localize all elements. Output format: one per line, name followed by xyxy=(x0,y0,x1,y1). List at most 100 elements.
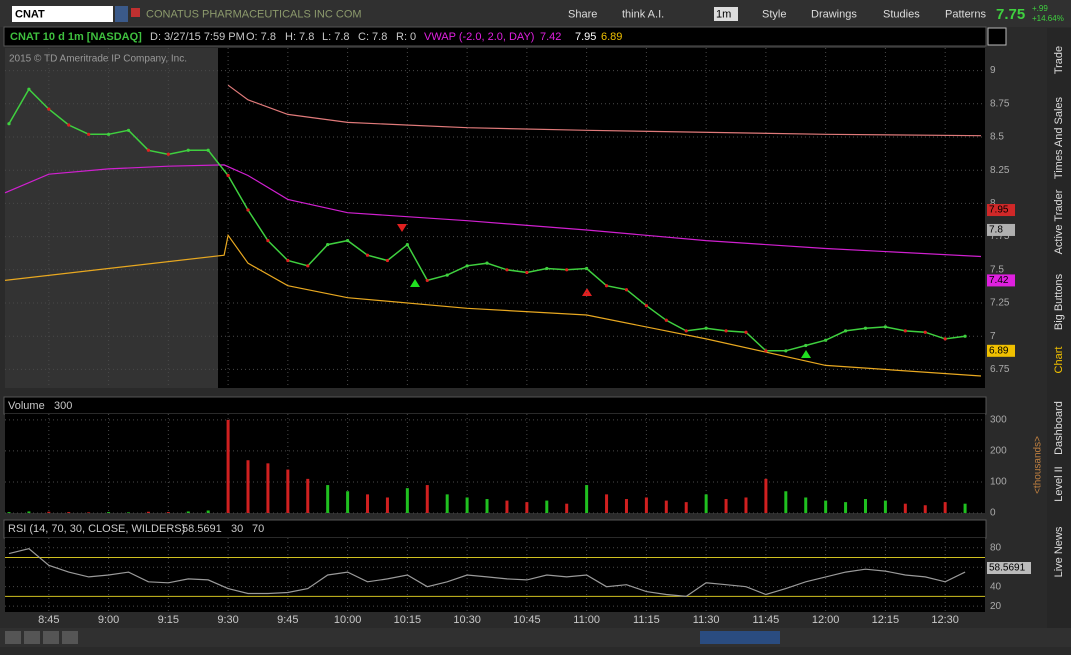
volume-bar xyxy=(405,488,409,513)
y-tick-label: 9 xyxy=(990,65,996,76)
signal-arrow xyxy=(801,350,811,358)
link-icon[interactable] xyxy=(131,8,140,17)
price-point xyxy=(326,242,330,247)
price-point xyxy=(664,318,668,322)
volume-bar xyxy=(67,512,71,513)
side-tab[interactable]: Trade xyxy=(1053,46,1065,74)
volume-bar xyxy=(744,497,748,513)
price-point xyxy=(545,266,549,271)
side-tab[interactable]: Chart xyxy=(1053,347,1065,374)
price-point xyxy=(266,238,270,243)
last-price: 7.75 xyxy=(996,6,1025,23)
rsi-title: RSI (14, 70, 30, CLOSE, WILDERS) xyxy=(8,523,185,535)
price-point xyxy=(744,330,748,334)
price-marker-label: 6.89 xyxy=(989,345,1009,356)
toolbar-button[interactable]: Share xyxy=(568,8,597,20)
side-tab[interactable]: Level II xyxy=(1053,466,1065,501)
vwap-band xyxy=(227,84,982,137)
company-name: CONATUS PHARMACEUTICALS INC COM xyxy=(146,8,362,20)
study-value: 7.42 xyxy=(540,31,561,43)
x-tick-label: 10:45 xyxy=(513,614,541,626)
zoom-button[interactable] xyxy=(5,631,21,644)
y-tick-label: 7.25 xyxy=(990,298,1010,309)
x-tick-label: 9:45 xyxy=(277,614,298,626)
price-point xyxy=(146,148,151,152)
volume-bar xyxy=(804,497,808,513)
volume-bar xyxy=(585,485,589,513)
x-tick-label: 12:00 xyxy=(812,614,840,626)
volume-bar xyxy=(306,478,310,513)
x-tick-label: 9:00 xyxy=(98,614,119,626)
price-point xyxy=(724,329,728,333)
chart-settings[interactable] xyxy=(987,27,1007,46)
price-point xyxy=(365,253,370,257)
price-point xyxy=(784,349,788,353)
volume-bar xyxy=(246,460,250,513)
price-point xyxy=(306,264,310,268)
x-tick-label: 12:15 xyxy=(872,614,900,626)
zoom-out[interactable] xyxy=(43,631,59,644)
price-point xyxy=(106,132,111,136)
volume-bar xyxy=(326,485,330,513)
y-tick-label: 7.5 xyxy=(990,264,1004,275)
toolbar-button[interactable]: Drawings xyxy=(811,8,857,20)
volume-bar xyxy=(545,500,549,513)
price-point xyxy=(166,152,170,156)
signal-arrow xyxy=(397,224,407,232)
x-tick-label: 9:15 xyxy=(158,614,179,626)
price-marker-label: 7.95 xyxy=(989,205,1009,216)
price-point xyxy=(286,258,290,263)
side-tab[interactable]: Live News xyxy=(1053,526,1065,577)
y-tick-label: 6.75 xyxy=(990,364,1010,375)
y-tick-label: 8.5 xyxy=(990,132,1004,143)
vwap-band xyxy=(4,164,982,258)
x-tick-label: 10:15 xyxy=(394,614,422,626)
price-point xyxy=(923,330,927,334)
scrollbar-thumb[interactable] xyxy=(700,631,780,644)
symbol[interactable]: CNAT xyxy=(15,8,45,20)
price-point xyxy=(425,278,429,283)
price-point xyxy=(624,288,629,292)
high: H: 7.8 xyxy=(285,31,314,43)
side-tab[interactable]: Big Buttons xyxy=(1053,273,1065,330)
side-tab[interactable]: Dashboard xyxy=(1053,401,1065,455)
x-tick-label: 11:15 xyxy=(633,614,660,626)
volume-bar xyxy=(485,499,489,513)
price-point xyxy=(226,173,230,178)
price-point xyxy=(644,304,648,308)
price-point xyxy=(126,128,131,132)
side-tabs xyxy=(1047,28,1071,628)
toolbar-button[interactable]: Patterns xyxy=(945,8,986,20)
volume-bar xyxy=(644,497,648,513)
symbol-box[interactable] xyxy=(12,6,113,22)
x-tick-label: 11:00 xyxy=(573,614,600,626)
side-tab[interactable]: Times And Sales xyxy=(1053,96,1065,179)
y-tick-label: 300 xyxy=(990,415,1007,426)
volume-title: Volume xyxy=(8,400,45,412)
price-point xyxy=(7,122,11,126)
x-tick-label: 10:00 xyxy=(334,614,362,626)
price-point xyxy=(87,132,91,136)
range: R: 0 xyxy=(396,31,416,43)
y-tick-label: 7.75 xyxy=(990,231,1010,242)
dropdown[interactable] xyxy=(115,6,128,22)
price-point xyxy=(47,107,51,111)
volume-bar xyxy=(943,502,947,513)
scroll-right[interactable] xyxy=(62,631,78,644)
timeframe-box[interactable] xyxy=(714,7,738,21)
volume-bar xyxy=(146,511,150,513)
toolbar-button[interactable]: Style xyxy=(762,8,786,20)
price-point xyxy=(405,242,409,247)
toolbar-button[interactable]: Studies xyxy=(883,8,920,20)
volume-bar xyxy=(624,499,628,513)
toolbar-button[interactable]: 1m xyxy=(716,8,731,20)
toolbar-button[interactable]: think A.I. xyxy=(622,8,664,20)
volume-bar xyxy=(824,500,828,513)
price-point xyxy=(525,270,529,275)
zoom-in[interactable] xyxy=(24,631,40,644)
volume-bar xyxy=(565,503,569,513)
price-marker-label: 7.42 xyxy=(989,275,1009,286)
side-tab[interactable]: Active Trader xyxy=(1053,189,1065,254)
volume-bar xyxy=(525,502,529,513)
volume-bar xyxy=(465,497,469,513)
